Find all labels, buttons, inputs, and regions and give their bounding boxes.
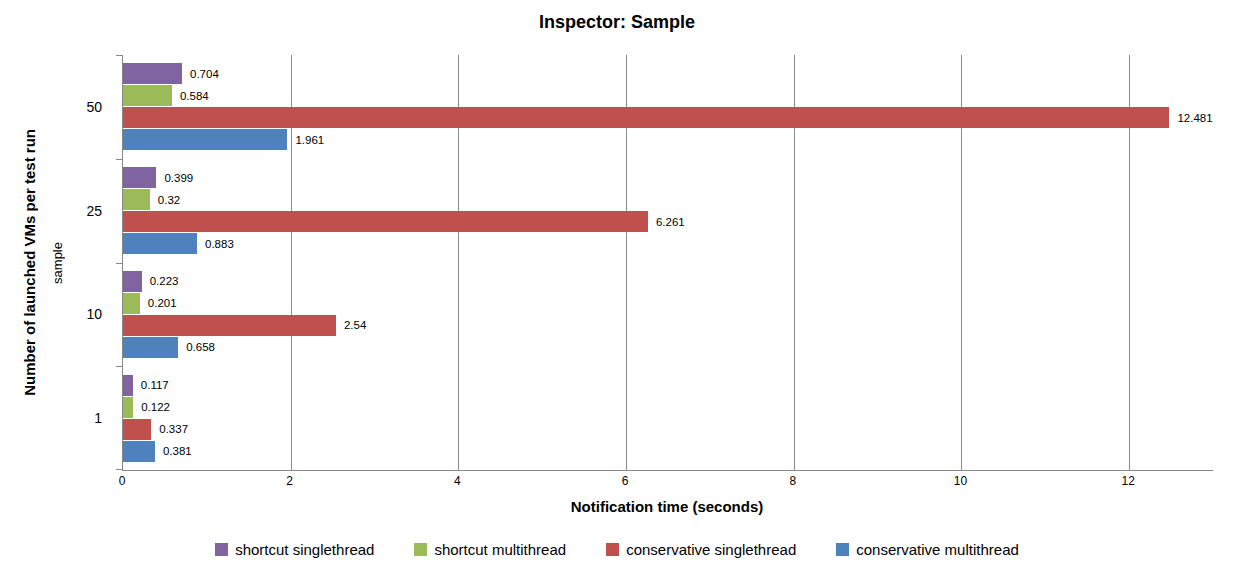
bar-conservative-singlethread-50 <box>123 107 1169 128</box>
x-tick-label-6: 6 <box>600 474 650 488</box>
x-tick-label-0: 0 <box>97 474 147 488</box>
category-label-10: 10 <box>0 263 102 367</box>
bar-row: 12.481 <box>123 107 1213 128</box>
category-axis-tick <box>116 469 123 470</box>
bar-conservative-singlethread-25 <box>123 211 648 232</box>
category-axis-tick <box>116 263 123 264</box>
legend-label: conservative singlethread <box>626 541 796 558</box>
bar-conservative-multithread-1 <box>123 441 155 462</box>
bar-value-label: 0.117 <box>141 379 169 391</box>
bar-row: 0.117 <box>123 375 1213 396</box>
bar-value-label: 0.381 <box>163 445 192 457</box>
category-axis-tick <box>116 55 123 56</box>
x-tick-label-8: 8 <box>768 474 818 488</box>
bar-row: 0.201 <box>123 293 1213 314</box>
bar-value-label: 6.261 <box>656 216 685 228</box>
category-label-25: 25 <box>0 159 102 263</box>
legend-swatch-icon <box>414 543 427 556</box>
bar-conservative-singlethread-10 <box>123 315 336 336</box>
category-axis-tick <box>116 366 123 367</box>
bar-shortcut-singlethread-10 <box>123 271 142 292</box>
category-label-50: 50 <box>0 55 102 159</box>
bar-value-label: 0.337 <box>159 423 188 435</box>
bar-value-label: 0.399 <box>164 172 193 184</box>
chart-title: Inspector: Sample <box>0 12 1234 33</box>
bar-group-50: 0.704 0.584 12.481 1.961 <box>123 55 1213 159</box>
bar-row: 0.223 <box>123 271 1213 292</box>
bar-row: 6.261 <box>123 211 1213 232</box>
legend-label: shortcut multithread <box>434 541 566 558</box>
bar-shortcut-singlethread-25 <box>123 167 156 188</box>
bar-row: 2.54 <box>123 315 1213 336</box>
bar-shortcut-multithread-50 <box>123 85 172 106</box>
bar-value-label: 12.481 <box>1177 112 1212 124</box>
bar-row: 0.584 <box>123 85 1213 106</box>
bar-value-label: 2.54 <box>344 319 366 331</box>
legend-item-shortcut-multithread: shortcut multithread <box>414 541 566 558</box>
bar-value-label: 0.122 <box>141 401 170 413</box>
bar-group-1: 0.117 0.122 0.337 0.381 <box>123 366 1213 470</box>
bar-value-label: 0.32 <box>158 194 180 206</box>
bar-row: 0.122 <box>123 397 1213 418</box>
bar-shortcut-singlethread-50 <box>123 63 182 84</box>
x-axis-title: Notification time (seconds) <box>122 498 1212 515</box>
legend-item-shortcut-singlethread: shortcut singlethread <box>215 541 374 558</box>
bar-shortcut-multithread-10 <box>123 293 140 314</box>
plot-area: 0.704 0.584 12.481 1.961 0.399 0.32 6.261 0.883… <box>122 55 1213 471</box>
bar-group-25: 0.399 0.32 6.261 0.883 <box>123 159 1213 263</box>
category-axis-tick <box>116 159 123 160</box>
legend-swatch-icon <box>215 543 228 556</box>
bar-row: 1.961 <box>123 129 1213 150</box>
bar-row: 0.32 <box>123 189 1213 210</box>
bar-value-label: 0.658 <box>186 341 215 353</box>
bar-value-label: 0.704 <box>190 68 219 80</box>
legend-label: shortcut singlethread <box>235 541 374 558</box>
bar-group-10: 0.223 0.201 2.54 0.658 <box>123 263 1213 367</box>
bar-row: 0.883 <box>123 233 1213 254</box>
bar-row: 0.399 <box>123 167 1213 188</box>
bar-conservative-multithread-25 <box>123 233 197 254</box>
bar-row: 0.704 <box>123 63 1213 84</box>
bar-chart: Inspector: Sample Number of launched VMs… <box>0 0 1234 577</box>
legend-swatch-icon <box>836 543 849 556</box>
bar-conservative-multithread-10 <box>123 337 178 358</box>
bar-value-label: 0.223 <box>150 275 179 287</box>
bar-shortcut-multithread-1 <box>123 397 133 418</box>
bar-row: 0.337 <box>123 419 1213 440</box>
bar-shortcut-singlethread-1 <box>123 375 133 396</box>
bar-conservative-multithread-50 <box>123 129 287 150</box>
x-tick-label-10: 10 <box>935 474 985 488</box>
chart-legend: shortcut singlethread shortcut multithrea… <box>0 541 1234 558</box>
bar-row: 0.658 <box>123 337 1213 358</box>
bar-conservative-singlethread-1 <box>123 419 151 440</box>
legend-item-conservative-multithread: conservative multithread <box>836 541 1019 558</box>
category-label-1: 1 <box>0 366 102 470</box>
bar-value-label: 0.584 <box>180 90 209 102</box>
bar-value-label: 0.201 <box>148 297 177 309</box>
bar-value-label: 1.961 <box>295 134 324 146</box>
bar-row: 0.381 <box>123 441 1213 462</box>
x-tick-label-2: 2 <box>265 474 315 488</box>
x-tick-label-4: 4 <box>432 474 482 488</box>
x-tick-label-12: 12 <box>1103 474 1153 488</box>
bar-value-label: 0.883 <box>205 238 234 250</box>
legend-swatch-icon <box>606 543 619 556</box>
legend-item-conservative-singlethread: conservative singlethread <box>606 541 796 558</box>
bar-shortcut-multithread-25 <box>123 189 150 210</box>
legend-label: conservative multithread <box>856 541 1019 558</box>
